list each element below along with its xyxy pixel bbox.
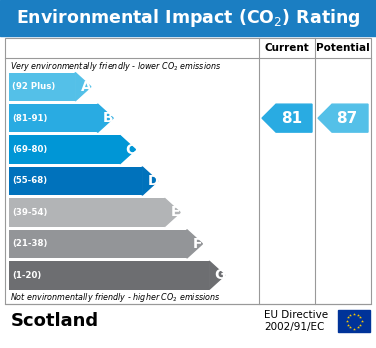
Polygon shape — [120, 135, 135, 164]
Text: EU Directive
2002/91/EC: EU Directive 2002/91/EC — [264, 310, 328, 332]
Text: Very environmentally friendly - lower CO$_2$ emissions: Very environmentally friendly - lower CO… — [10, 60, 221, 73]
Bar — [9, 230, 187, 258]
Polygon shape — [187, 230, 202, 258]
Text: B: B — [103, 111, 114, 125]
Text: Not environmentally friendly - higher CO$_2$ emissions: Not environmentally friendly - higher CO… — [10, 291, 221, 304]
Text: 87: 87 — [337, 111, 358, 126]
Text: (69-80): (69-80) — [12, 145, 47, 154]
Text: (21-38): (21-38) — [12, 239, 47, 248]
Polygon shape — [164, 198, 180, 227]
Bar — [9, 198, 164, 227]
Text: F: F — [193, 237, 203, 251]
Polygon shape — [142, 167, 158, 195]
Text: (39-54): (39-54) — [12, 208, 47, 217]
Text: Potential: Potential — [316, 43, 370, 53]
Text: (92 Plus): (92 Plus) — [12, 82, 55, 91]
Text: Current: Current — [265, 43, 309, 53]
Bar — [9, 135, 120, 164]
Bar — [338, 310, 370, 332]
Text: G: G — [214, 268, 226, 282]
Bar — [9, 261, 209, 290]
Text: (81-91): (81-91) — [12, 114, 47, 122]
Polygon shape — [209, 261, 225, 290]
Polygon shape — [75, 72, 91, 101]
Polygon shape — [262, 104, 312, 132]
Bar — [5, 38, 371, 304]
Text: Environmental Impact (CO$_2$) Rating: Environmental Impact (CO$_2$) Rating — [16, 7, 360, 29]
Text: E: E — [171, 205, 180, 220]
Text: 81: 81 — [280, 111, 302, 126]
Text: Scotland: Scotland — [11, 312, 99, 330]
Bar — [9, 72, 75, 101]
Text: C: C — [126, 143, 136, 157]
Text: A: A — [81, 80, 91, 94]
Bar — [0, 0, 376, 36]
Text: (1-20): (1-20) — [12, 271, 41, 280]
Polygon shape — [318, 104, 368, 132]
Text: D: D — [147, 174, 159, 188]
Bar — [9, 104, 97, 132]
Bar — [9, 167, 142, 195]
Text: (55-68): (55-68) — [12, 176, 47, 185]
Polygon shape — [97, 104, 113, 132]
